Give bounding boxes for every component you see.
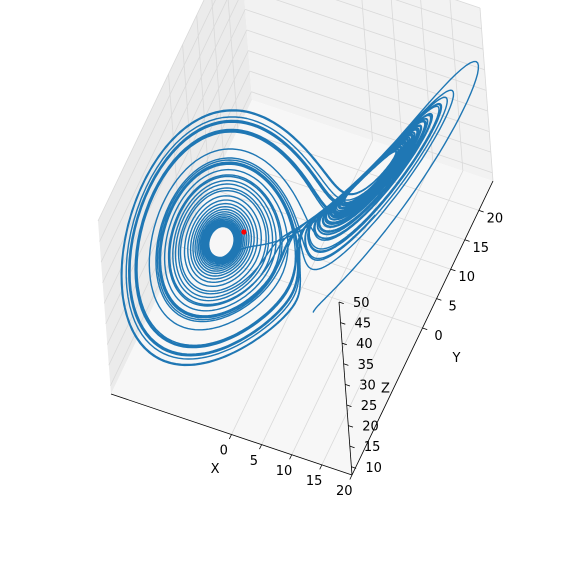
- tick-mark: [319, 464, 323, 470]
- y-tick-label: 10: [458, 270, 475, 285]
- tick-mark: [348, 425, 354, 428]
- tick-mark: [464, 239, 470, 242]
- z-tick-label: 45: [355, 317, 372, 332]
- grid-line: [97, 0, 205, 222]
- tick-mark: [228, 434, 232, 440]
- z-tick-label: 15: [364, 440, 381, 455]
- grid-line: [245, 9, 487, 91]
- tick-mark: [478, 210, 484, 213]
- trajectory-line: [120, 60, 480, 367]
- tick-mark: [351, 466, 357, 469]
- tick-mark: [340, 322, 346, 325]
- x-tick-label: 5: [250, 454, 258, 469]
- grid-line: [246, 29, 488, 112]
- x-tick-label: 15: [306, 474, 323, 489]
- tick-mark: [422, 327, 428, 330]
- tick-mark: [346, 404, 352, 407]
- x-tick-label: 0: [220, 444, 228, 459]
- grid-line: [249, 70, 491, 153]
- grid-line: [335, 0, 484, 50]
- y-axis-label: Y: [452, 351, 461, 366]
- tick-mark: [436, 298, 442, 301]
- grid-line: [209, 187, 451, 270]
- grid-line: [275, 0, 485, 71]
- z-tick-label: 30: [359, 378, 376, 393]
- tick-mark: [349, 445, 355, 449]
- x-axis-label: X: [211, 462, 220, 477]
- tick-mark: [450, 268, 456, 272]
- tick-mark: [289, 454, 293, 460]
- y-tick-label: 5: [448, 300, 456, 315]
- z-tick-labels: 10 15 20 25 30 35 40 45 50: [353, 296, 382, 476]
- y-tick-label: 20: [487, 211, 504, 226]
- x-tick-labels: 0 5 10 15 20: [220, 444, 353, 500]
- grid-line: [395, 0, 482, 29]
- grid-line: [251, 91, 493, 174]
- tick-mark: [338, 301, 344, 304]
- x-tick-label: 10: [276, 464, 293, 479]
- series-layer: [120, 60, 480, 367]
- grid-line: [100, 0, 228, 263]
- z-tick-label: 40: [356, 337, 373, 352]
- z-tick-label: 50: [353, 296, 370, 311]
- grid-line: [248, 50, 490, 132]
- grid-line: [99, 0, 216, 242]
- tick-mark: [343, 363, 349, 366]
- tick-mark: [345, 384, 351, 387]
- y-tick-label: 15: [473, 241, 490, 256]
- tick-mark: [259, 444, 262, 450]
- x-tick-label: 20: [336, 484, 353, 499]
- z-tick-label: 10: [365, 461, 382, 476]
- tick-mark: [349, 474, 353, 480]
- y-tick-label: 0: [434, 329, 442, 344]
- tick-mark: [341, 342, 347, 346]
- z-tick-label: 35: [358, 358, 375, 373]
- grid-line: [110, 91, 252, 386]
- grid-line: [237, 129, 480, 211]
- z-tick-label: 25: [361, 399, 378, 414]
- tick-marks: [228, 210, 484, 480]
- marker-point: [241, 229, 247, 235]
- z-tick-label: 20: [362, 420, 379, 435]
- z-axis-label: Z: [381, 382, 390, 397]
